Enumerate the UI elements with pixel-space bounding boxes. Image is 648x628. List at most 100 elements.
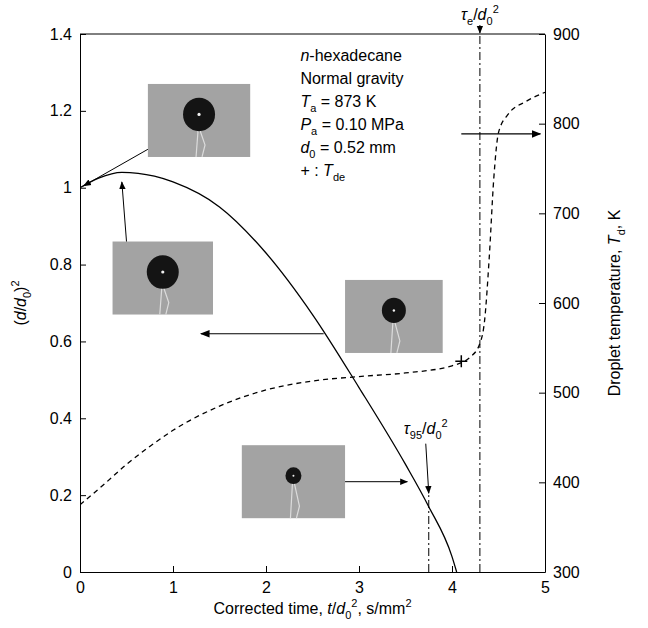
fiber xyxy=(290,484,299,519)
text-segment: , K xyxy=(606,209,623,229)
tick-label: 0.6 xyxy=(50,333,72,350)
condition-annotation: Pa = 0.10 MPa xyxy=(300,116,404,137)
pointer-arrow xyxy=(122,182,127,242)
tick-mark xyxy=(539,124,545,125)
fiber xyxy=(196,130,205,157)
pointer-arrow xyxy=(345,481,407,482)
tick-mark xyxy=(80,572,86,573)
droplet-photo xyxy=(345,280,443,353)
tick-label: 1.2 xyxy=(50,102,72,119)
annotation-layer xyxy=(84,84,541,518)
fiber xyxy=(391,322,400,353)
time-marker-label: τ95/d02 xyxy=(404,417,448,441)
tick-mark xyxy=(539,303,545,304)
tick-mark xyxy=(539,482,545,483)
text-segment: 95 xyxy=(410,429,422,441)
condition-annotation: + : Tde xyxy=(300,162,345,183)
tick: 1.2 xyxy=(50,102,86,119)
tick-label: 2 xyxy=(262,579,271,596)
condition-annotation: Normal gravity xyxy=(300,70,403,87)
tick-label: 1 xyxy=(169,579,178,596)
tick-label: 900 xyxy=(553,26,580,43)
tick-label: 1 xyxy=(63,179,72,196)
droplet-highlight xyxy=(292,475,294,477)
time-marker-label: τe/d02 xyxy=(461,3,499,27)
tick-mark xyxy=(539,393,545,394)
text-segment: Droplet temperature, xyxy=(606,245,623,396)
droplet-highlight xyxy=(393,309,395,311)
text-segment: = 0.10 MPa xyxy=(317,116,404,133)
tick-label: 0.8 xyxy=(50,256,72,273)
series-line xyxy=(80,172,457,572)
label-leader xyxy=(479,25,480,33)
text-segment: 2 xyxy=(493,3,499,15)
photo-frame xyxy=(113,242,213,315)
tick-label: 600 xyxy=(553,295,580,312)
axis-pointer-arrow xyxy=(461,133,540,134)
droplet xyxy=(285,467,301,484)
tick: 0 xyxy=(63,564,86,581)
text-segment: de xyxy=(333,171,345,183)
text-segment: 2 xyxy=(405,597,411,609)
text-segment: -hexadecane xyxy=(309,47,402,64)
fiber xyxy=(160,288,169,315)
tick-mark xyxy=(80,111,86,112)
x-axis-line xyxy=(81,572,546,573)
text-segment: 0 xyxy=(345,609,351,621)
tick: 800 xyxy=(539,115,580,132)
photo-frame xyxy=(148,84,250,157)
x-axis-title: Corrected time, t/d02, s/mm2 xyxy=(214,597,412,621)
tick-mark xyxy=(266,566,267,572)
text-segment: = 0.52 mm xyxy=(315,139,395,156)
tick-label: 500 xyxy=(553,384,580,401)
tick-label: 0.2 xyxy=(50,487,72,504)
text-segment: 0 xyxy=(435,429,441,441)
tick-mark xyxy=(80,495,86,496)
series-point xyxy=(455,355,467,367)
tick: 0.6 xyxy=(50,333,86,350)
tick-mark xyxy=(173,566,174,572)
tick-label: 0.4 xyxy=(50,410,72,427)
tick-mark xyxy=(359,566,360,572)
tick-mark xyxy=(539,572,545,573)
pointer-arrow xyxy=(84,149,148,186)
droplet xyxy=(147,255,179,289)
text-segment: , s/mm xyxy=(357,600,405,617)
y2-axis-line xyxy=(545,35,546,573)
droplet-highlight xyxy=(161,270,164,273)
tick-label: 4 xyxy=(448,579,457,596)
tick: 1 xyxy=(63,179,86,196)
tick-label: 3 xyxy=(355,579,364,596)
x-axis: 012345 xyxy=(76,566,550,596)
tick-label: 1.4 xyxy=(50,26,72,43)
time-marker-line xyxy=(479,34,480,572)
tick-label: 5 xyxy=(541,579,550,596)
tick: 2 xyxy=(262,566,271,596)
tick: 0.2 xyxy=(50,487,86,504)
photo-frame xyxy=(345,280,443,353)
text-segment: Corrected time, xyxy=(214,600,328,617)
tick: 300 xyxy=(539,564,580,581)
tick-mark xyxy=(539,213,545,214)
tick: 0.4 xyxy=(50,410,86,427)
condition-annotation: n-hexadecane xyxy=(300,47,402,64)
y2-axis: 300400500600700800900 xyxy=(539,26,580,581)
text-segment: 2 xyxy=(9,280,21,286)
y-axis-line xyxy=(80,35,81,573)
condition-annotation: d0 = 0.52 mm xyxy=(300,139,396,160)
y-axis-title: (d/d0)2 xyxy=(9,280,33,325)
text-segment: P xyxy=(300,116,311,133)
droplet-photo xyxy=(113,242,213,315)
y2-axis-title: Droplet temperature, Td, K xyxy=(606,209,627,396)
text-segment: = 873 K xyxy=(316,93,376,110)
tick-mark xyxy=(80,265,86,266)
tick-mark xyxy=(452,566,453,572)
axis-pointer-arrow xyxy=(201,333,324,334)
tick: 1 xyxy=(169,566,178,596)
text-segment: 2 xyxy=(442,417,448,429)
tick-label: 0 xyxy=(63,564,72,581)
tick: 500 xyxy=(539,384,580,401)
tick-label: 400 xyxy=(553,474,580,491)
droplet xyxy=(382,298,406,323)
text-segment: n xyxy=(300,47,309,64)
